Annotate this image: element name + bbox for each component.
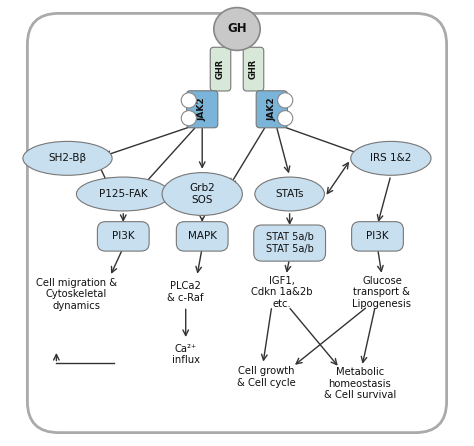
Text: JAK2: JAK2 [198, 98, 207, 121]
FancyBboxPatch shape [176, 222, 228, 251]
FancyBboxPatch shape [187, 91, 218, 128]
Text: Glucose
transport &
Lipogenesis: Glucose transport & Lipogenesis [353, 276, 411, 309]
Text: Cell migration &
Cytoskeletal
dynamics: Cell migration & Cytoskeletal dynamics [36, 278, 117, 311]
Ellipse shape [23, 141, 112, 175]
Text: PI3K: PI3K [112, 231, 135, 241]
Ellipse shape [162, 173, 242, 215]
Text: GHR: GHR [216, 59, 225, 79]
Text: PI3K: PI3K [366, 231, 389, 241]
Circle shape [181, 111, 196, 126]
Text: IGF1,
Cdkn 1a&2b
etc.: IGF1, Cdkn 1a&2b etc. [251, 276, 312, 309]
Circle shape [278, 111, 293, 126]
FancyBboxPatch shape [243, 47, 264, 91]
Text: JAK2: JAK2 [267, 98, 276, 121]
Ellipse shape [351, 141, 431, 175]
Text: SH2-Bβ: SH2-Bβ [48, 153, 87, 163]
Text: P125-FAK: P125-FAK [99, 189, 147, 199]
Circle shape [181, 93, 196, 108]
Ellipse shape [255, 177, 324, 211]
Text: GH: GH [227, 22, 247, 36]
FancyBboxPatch shape [27, 13, 447, 433]
Text: GHR: GHR [249, 59, 258, 79]
FancyBboxPatch shape [254, 225, 326, 261]
Circle shape [278, 93, 293, 108]
FancyBboxPatch shape [256, 91, 287, 128]
Ellipse shape [214, 8, 260, 50]
Text: Grb2
SOS: Grb2 SOS [189, 183, 215, 205]
Text: STAT 5a/b
STAT 5a/b: STAT 5a/b STAT 5a/b [266, 232, 314, 254]
Ellipse shape [76, 177, 170, 211]
Text: Cell growth
& Cell cycle: Cell growth & Cell cycle [237, 366, 295, 388]
Text: MAPK: MAPK [188, 231, 217, 241]
FancyBboxPatch shape [210, 47, 231, 91]
FancyBboxPatch shape [352, 222, 403, 251]
FancyBboxPatch shape [97, 222, 149, 251]
Text: PLCa2
& c-Raf: PLCa2 & c-Raf [167, 281, 204, 303]
Text: IRS 1&2: IRS 1&2 [370, 153, 411, 163]
Text: STATs: STATs [275, 189, 304, 199]
Text: Metabolic
homeostasis
& Cell survival: Metabolic homeostasis & Cell survival [324, 367, 396, 400]
Text: Ca²⁺
influx: Ca²⁺ influx [172, 344, 200, 365]
